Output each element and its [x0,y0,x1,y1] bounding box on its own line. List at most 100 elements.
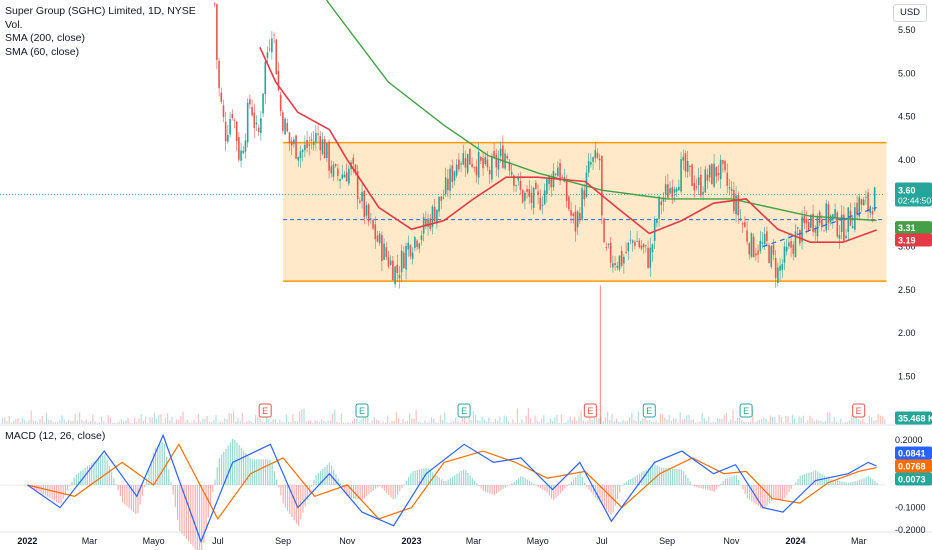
macd-histogram-bar [726,478,729,485]
macd-histogram-bar [141,485,143,496]
candle-body [750,233,753,257]
macd-histogram-bar [581,477,583,485]
volume-bar [684,418,686,424]
volume-bar [816,420,818,424]
macd-histogram-bar [410,473,412,485]
earnings-marker-box [583,403,597,418]
candle-body [768,245,770,264]
volume-bar [787,416,789,424]
macd-histogram-bar [315,475,317,485]
candle-body [438,196,440,212]
candle-body [224,121,227,142]
macd-histogram-bar [372,485,374,491]
macd-histogram-bar [403,484,405,485]
currency-button[interactable]: USD [893,4,927,22]
macd-histogram-bar [124,485,126,505]
candle-body [572,213,575,216]
macd-histogram-bar [363,485,366,499]
macd-histogram-bar [583,482,586,485]
macd-histogram-bar [487,485,489,493]
macd-histogram-bar [451,476,454,485]
candle-body [381,235,383,262]
volume-bar [459,422,461,424]
macd-histogram-bar [73,477,75,485]
macd-histogram-bar [531,482,533,485]
volume-bar [32,420,34,424]
macd-histogram-bar [707,485,709,491]
candle-body [301,150,304,153]
macd-histogram-bar [421,468,423,485]
candle-body [488,169,491,175]
volume-bar [173,422,175,424]
macd-histogram-bar [550,485,553,499]
macd-histogram-bar [58,485,60,504]
volume-bar [767,421,769,424]
macd-value-tag-2-bg [895,472,932,486]
candle-body [517,177,520,181]
macd-histogram-bar [564,485,566,489]
macd-histogram-bar [737,479,740,485]
macd-histogram-bar [489,485,491,494]
macd-histogram-bar [592,485,594,495]
volume-bar [74,414,76,424]
time-axis-tick: 2022 [17,536,37,546]
macd-histogram-bar [132,485,135,513]
macd-histogram-bar [357,485,359,500]
volume-bar [263,422,265,424]
volume-bar [688,414,690,424]
macd-histogram-bar [447,479,449,485]
candle-body [407,242,410,250]
candle-body [231,113,234,119]
macd-histogram-bar [671,468,674,485]
macd-line [27,433,877,544]
macd-histogram-bar [711,485,713,492]
candle-body [739,218,742,220]
macd-histogram-bar [262,459,264,485]
candle-body [341,174,344,179]
volume-bar [358,421,360,424]
volume-bar [391,421,393,424]
macd-histogram-bar [163,443,165,485]
volume-bar [127,417,129,424]
volume-bar [789,422,791,424]
volume-bar [189,422,191,424]
candle-body [565,181,568,201]
candle-body [664,184,667,195]
macd-histogram-bar [568,483,570,485]
candle-body [686,160,689,172]
macd-histogram-bar [324,466,326,485]
volume-bar [725,413,727,424]
macd-histogram-bar [405,480,407,485]
volume-bar [26,422,28,424]
macd-histogram-bar [104,454,106,485]
candle-body [502,145,504,168]
volume-bar [545,422,547,424]
macd-histogram-bar [117,485,119,491]
macd-histogram-bar [236,442,238,485]
candle-body [471,163,473,168]
candle-body [847,207,850,233]
macd-histogram-bar [44,485,47,496]
macd-histogram-bar [456,473,458,485]
volume-bar [299,411,301,424]
volume-bar [70,420,72,424]
candle-body [255,122,258,125]
macd-histogram-bar [438,477,440,485]
candle-body [627,242,630,252]
volume-bar [536,420,538,424]
volume-bar [151,417,153,424]
candle-body [673,188,676,193]
macd-histogram-bar [484,485,487,492]
legend-sma60: SMA (60, close) [5,45,80,58]
candle-body [295,135,297,159]
macd-histogram-bar [308,485,311,494]
volume-bar [327,420,329,424]
macd-histogram-bar [75,474,77,485]
volume-bar [635,421,637,424]
volume-bar [4,417,6,424]
macd-histogram-bar [150,461,152,485]
volume-bar [39,419,41,424]
volume-bar [41,415,43,424]
candle-body [288,132,291,144]
